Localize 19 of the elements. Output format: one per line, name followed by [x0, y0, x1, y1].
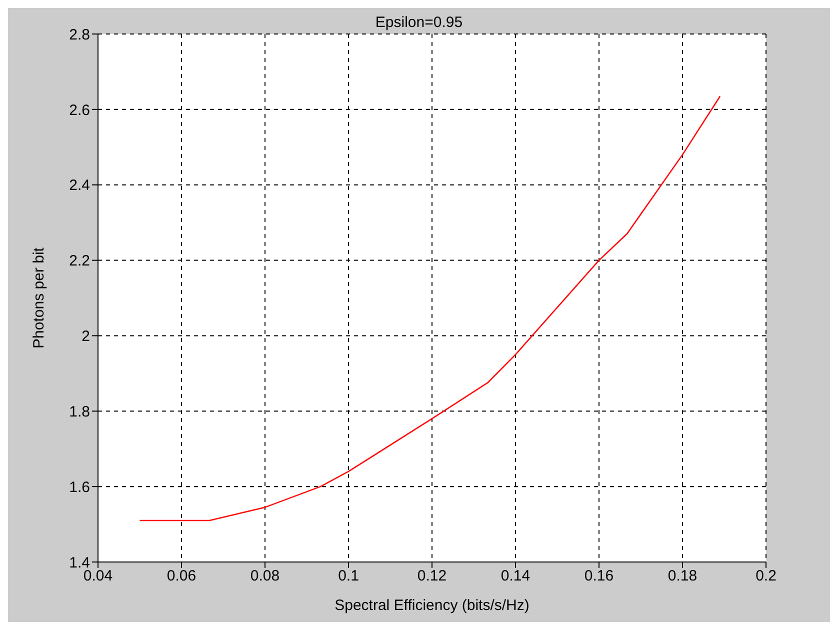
y-tick-label: 2 [82, 328, 90, 346]
y-tick-label: 1.8 [69, 403, 90, 420]
y-tick-label: 2.6 [69, 102, 90, 119]
y-tick-label: 2.8 [69, 26, 90, 44]
y-tick-label: 2.4 [69, 177, 90, 194]
chart-title: Epsilon=0.95 [375, 14, 463, 31]
x-tick-label: 0.2 [756, 568, 776, 585]
y-tick-label: 1.6 [69, 478, 90, 496]
x-tick-label: 0.16 [584, 568, 614, 585]
y-tick-label: 2.2 [69, 252, 90, 270]
x-tick-label: 0.08 [250, 568, 280, 585]
x-axis-title: Spectral Efficiency (bits/s/Hz) [334, 597, 530, 614]
y-axis-title: Photons per bit [30, 246, 48, 348]
x-tick-label: 0.12 [417, 568, 447, 585]
x-tick-label: 0.1 [338, 568, 359, 585]
x-tick-label: 0.06 [166, 568, 196, 585]
x-tick-label: 0.14 [500, 568, 530, 585]
line-series [139, 96, 721, 522]
x-tick-label: 0.18 [668, 568, 698, 585]
